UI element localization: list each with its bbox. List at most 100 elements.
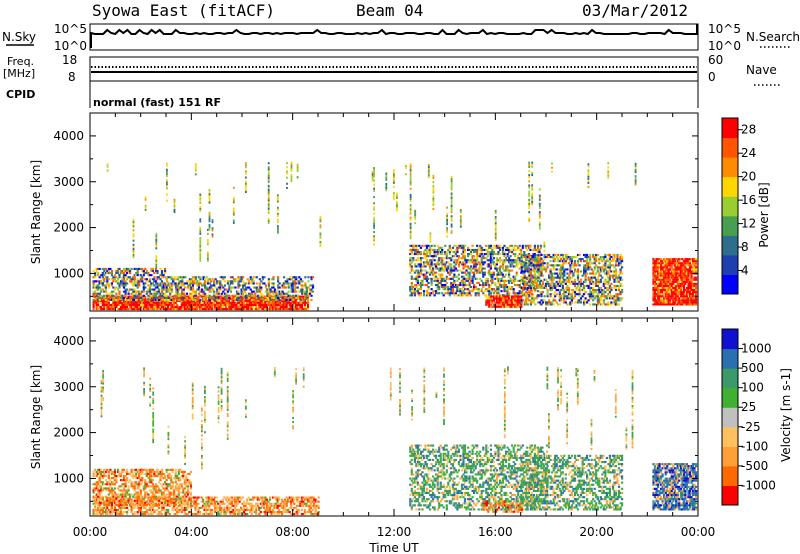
power-cell [239,278,242,281]
power-cell [471,248,474,251]
power-cell [459,292,462,295]
power-cell [498,284,502,287]
power-cell [419,253,422,256]
power-cell [204,296,207,299]
power-cell [479,244,482,247]
power-cell [439,253,442,256]
power-cell [572,297,575,300]
power-cell [238,306,241,309]
power-cell [485,277,488,280]
power-cell [272,278,275,281]
power-cell [558,299,561,302]
power-cell [503,279,506,282]
power-cell [525,280,528,283]
power-cell [441,267,444,270]
power-cell [681,297,684,300]
power-cell [301,288,304,291]
power-cell [489,294,492,297]
power-cell [230,297,234,300]
power-cell [667,268,670,271]
power-cell [538,223,541,226]
power-cell [169,276,172,279]
power-cell [258,284,261,287]
power-cell [267,282,270,285]
power-cell [219,286,222,289]
power-cell [199,232,202,235]
power-cell [462,292,465,295]
power-cell [445,281,448,284]
power-cell [277,194,279,197]
power-cell [246,282,249,285]
power-cell [557,282,560,285]
power-cell [566,268,569,271]
power-cell [236,306,240,309]
power-cell [483,253,486,256]
power-cell [563,268,566,271]
power-cell [154,296,158,299]
power-cell [459,288,462,291]
power-cell [532,274,535,277]
power-cell [482,261,485,264]
power-cell [148,280,151,283]
power-cell [115,270,118,273]
power-cell [473,261,476,264]
power-cell [538,194,541,197]
power-cell [208,228,211,231]
power-cell [181,282,184,285]
power-cell [281,296,284,299]
power-cell [412,286,415,289]
power-cell [215,303,218,306]
power-cell [508,303,511,306]
power-cell [534,303,537,306]
power-cell [583,268,586,271]
power-cell [652,303,655,306]
power-cell [543,262,546,265]
power-cell [446,219,448,222]
power-cell [122,294,126,297]
power-cell [467,288,470,291]
power-cell [160,286,164,289]
power-cell [663,276,666,279]
power-cell [246,297,249,300]
power-cell [523,276,526,279]
power-cell [608,274,611,277]
power-cell [450,259,453,262]
power-cell [608,258,611,261]
power-cell [104,284,107,287]
power-cell [286,298,289,301]
power-cell [258,294,261,297]
power-cell [151,282,154,285]
power-cell [498,246,502,249]
power-cell [573,295,577,298]
power-cell [132,308,135,311]
power-cell [298,280,301,283]
power-cell [418,265,421,268]
power-cell [176,294,179,297]
power-cell [414,222,417,225]
power-cell [569,293,572,296]
power-cell [256,301,259,304]
power-cell [584,266,587,269]
power-cell [277,208,279,211]
power-cell [203,306,206,309]
power-cell [262,308,265,311]
power-cell [107,272,110,275]
power-cell [164,308,167,311]
power-cell [590,291,593,294]
power-cell [593,260,596,263]
power-cell [534,297,537,300]
power-cell [132,278,135,281]
power-cell [526,248,529,251]
power-cell [664,266,667,269]
power-cell [439,279,442,282]
power-cell [495,244,498,247]
power-cell [226,308,229,311]
power-cell [245,176,247,179]
power-cell [596,299,599,302]
power-cell [592,280,595,283]
power-cell [211,308,214,311]
power-cell [185,282,188,285]
power-cell [653,276,657,279]
power-cell [509,269,512,272]
power-cell [572,282,575,285]
